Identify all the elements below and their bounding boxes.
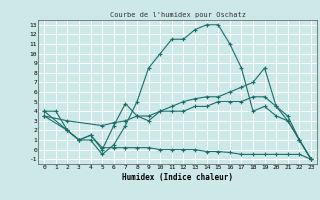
X-axis label: Humidex (Indice chaleur): Humidex (Indice chaleur) [122, 173, 233, 182]
Title: Courbe de l'humidex pour Oschatz: Courbe de l'humidex pour Oschatz [110, 12, 246, 18]
